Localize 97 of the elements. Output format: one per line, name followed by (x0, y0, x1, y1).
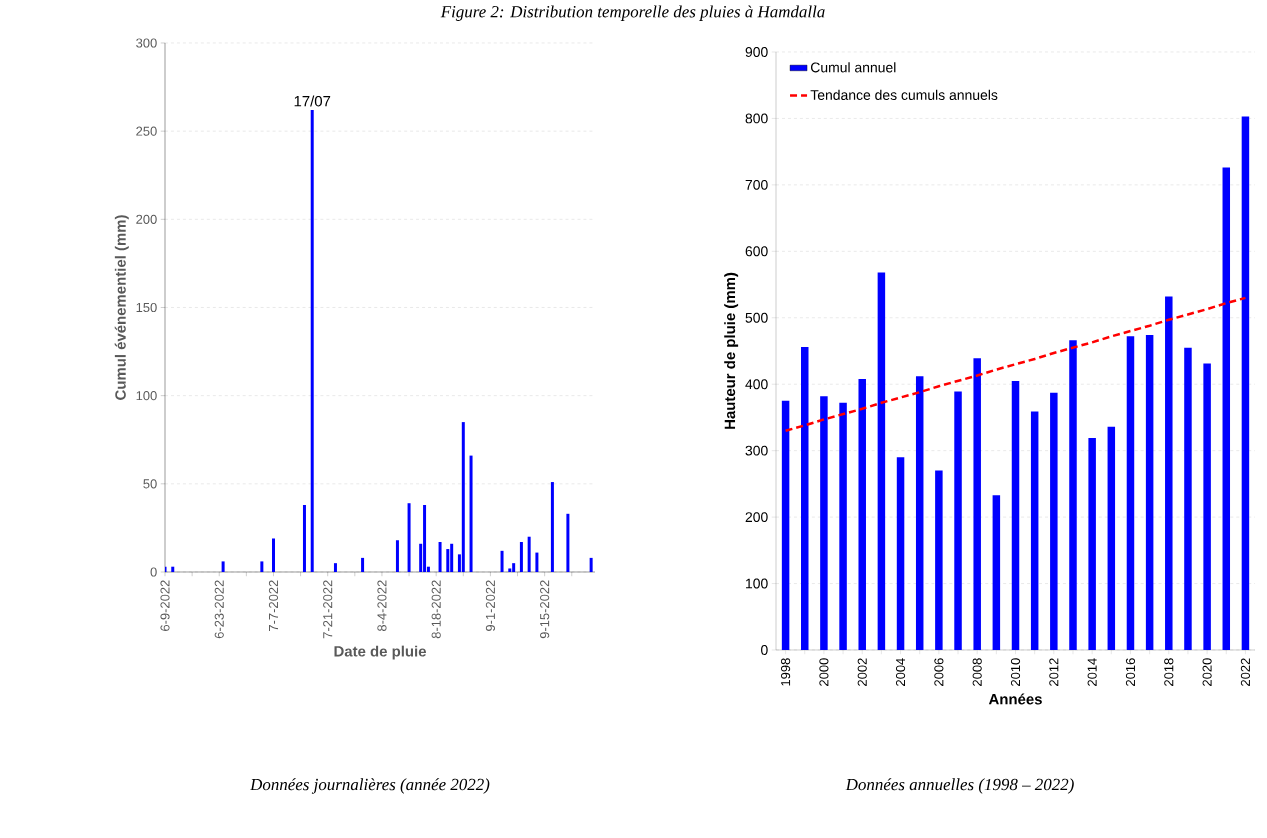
x-tick-label: 8-4-2022 (377, 580, 387, 632)
bar (461, 422, 465, 572)
bar (1030, 411, 1039, 650)
y-axis-title: Hauteur de pluie (mm) (724, 272, 739, 429)
bar (333, 563, 337, 572)
bar (1165, 296, 1173, 650)
bar (535, 552, 539, 572)
bar (550, 482, 554, 572)
x-tick-label: 9-15-2022 (540, 580, 550, 639)
bar (1050, 392, 1058, 650)
y-tick-label: 250 (136, 126, 157, 136)
bar (1088, 438, 1096, 650)
y-tick-label: 400 (745, 379, 768, 390)
bar (271, 538, 275, 572)
bar (438, 542, 442, 572)
x-tick-label: 2002 (857, 658, 867, 686)
y-tick-label: 100 (136, 391, 157, 401)
legend-label: Tendance des cumuls annuels (810, 89, 998, 100)
bar (1011, 380, 1020, 650)
bar (781, 400, 790, 650)
y-tick-label: 100 (746, 578, 768, 589)
bar (302, 504, 306, 572)
x-tick-label: 2020 (1202, 658, 1212, 686)
bar (361, 557, 365, 572)
y-axis-title: Cumul événementiel (mm) (114, 215, 129, 400)
x-tick-label: 2014 (1087, 658, 1097, 686)
bar (896, 457, 905, 650)
bar (423, 504, 427, 572)
y-tick-label: 300 (745, 445, 768, 456)
bar (519, 542, 523, 572)
bar (935, 470, 943, 650)
bar (1184, 347, 1192, 650)
bar (450, 543, 454, 572)
bar (512, 563, 516, 572)
text: Figure 2: Distribution temporelle des pluies à Hamdalla (440, 5, 825, 21)
bar (469, 455, 473, 572)
y-tick-label: 700 (745, 179, 768, 190)
bar (1241, 116, 1250, 650)
annotation: 17/07 (294, 95, 331, 107)
y-tick-label: 150 (136, 302, 157, 313)
x-axis-title: Date de pluie (334, 645, 426, 660)
x-tick-label: 2022 (1240, 658, 1251, 686)
bar (260, 561, 264, 572)
x-tick-label: 2004 (895, 658, 906, 686)
y-tick-label: 0 (150, 567, 157, 577)
bar (992, 495, 1001, 650)
y-tick-label: 500 (745, 312, 768, 323)
x-tick-label: 2012 (1049, 658, 1059, 686)
bar (1203, 363, 1211, 650)
y-tick-label: 0 (761, 645, 768, 655)
bar (973, 358, 981, 650)
x-tick-label: 6-23-2022 (214, 580, 224, 639)
x-tick-label: 2008 (972, 658, 982, 686)
bar (1069, 340, 1077, 650)
bar (1126, 336, 1135, 650)
bar (1107, 426, 1116, 650)
x-tick-label: 7-7-2022 (268, 580, 279, 631)
bar (566, 513, 570, 572)
bar (407, 503, 411, 572)
bar (858, 378, 866, 650)
bar (221, 561, 225, 572)
y-tick-label: 800 (745, 113, 768, 124)
y-tick-label: 300 (136, 38, 157, 48)
y-tick-label: 200 (745, 512, 768, 523)
bar (877, 272, 886, 650)
x-tick-label: 9-1-2022 (485, 580, 495, 631)
x-tick-label: 2018 (1164, 658, 1174, 686)
x-tick-label: 7-21-2022 (323, 580, 333, 639)
text: Données journalières (année 2022) (249, 778, 490, 794)
bar (954, 391, 962, 650)
bar (395, 540, 399, 572)
text: Données annuelles (1998 – 2022) (845, 778, 1074, 794)
x-tick-label: 2010 (1010, 658, 1021, 686)
bar (500, 550, 504, 572)
x-tick-label: 1998 (781, 658, 791, 686)
bar (801, 347, 809, 650)
bar (171, 566, 175, 572)
bar (1145, 335, 1154, 650)
x-tick-label: 2006 (934, 658, 944, 686)
y-tick-label: 50 (143, 479, 157, 489)
x-tick-label: 2000 (819, 658, 829, 686)
x-tick-label: 2016 (1125, 658, 1136, 686)
bar (820, 396, 828, 650)
bar (1222, 167, 1231, 650)
x-tick-label: 6-9-2022 (160, 580, 170, 631)
bar (589, 557, 593, 572)
x-axis-title: Années (988, 693, 1042, 705)
bar (839, 402, 847, 650)
bar (915, 376, 924, 650)
legend-label: Cumul annuel (810, 62, 896, 73)
bar (310, 109, 314, 572)
bar (165, 566, 167, 572)
x-tick-label: 8-18-2022 (431, 580, 441, 639)
y-tick-label: 200 (136, 214, 157, 224)
y-tick-label: 600 (745, 246, 768, 257)
bar (527, 536, 531, 572)
y-tick-label: 900 (745, 47, 768, 57)
